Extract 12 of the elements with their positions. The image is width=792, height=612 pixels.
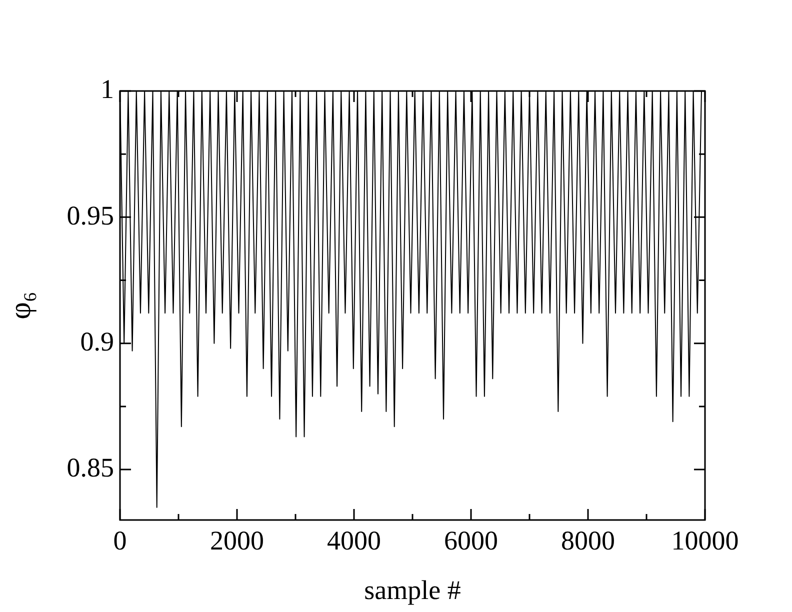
y-tick-label: 0.85 [66,452,114,483]
x-tick-label: 4000 [327,525,381,556]
x-tick-label: 0 [113,525,127,556]
x-tick-label: 6000 [444,525,498,556]
x-axis-title: sample # [364,574,462,605]
x-tick-label: 8000 [561,525,615,556]
y-axis-title: φ₆ [4,292,37,320]
x-tick-label: 10000 [671,525,739,556]
y-tick-label: 0.95 [66,200,114,230]
y-tick-label: 1 [100,74,114,104]
y-tick-label: 0.9 [80,326,114,356]
x-tick-label: 2000 [210,525,264,556]
